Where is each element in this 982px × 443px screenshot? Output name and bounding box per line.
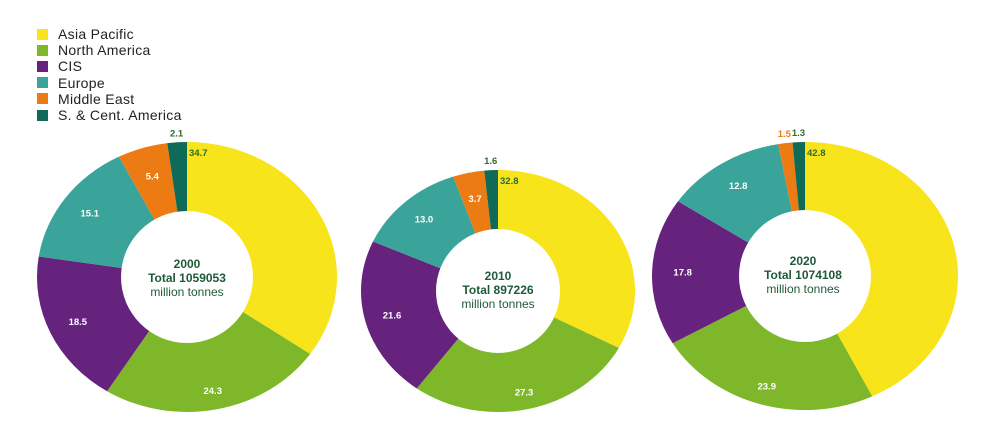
data-label-asia-pacific: 42.8 xyxy=(807,148,826,159)
legend-swatch xyxy=(37,44,48,56)
data-label-europe: 12.8 xyxy=(729,181,748,192)
legend-label: North America xyxy=(58,42,151,59)
legend-swatch xyxy=(37,93,48,105)
data-label-middle-east: 3.7 xyxy=(468,194,481,205)
slice-asia-pacific xyxy=(805,142,958,397)
donut-chart-2010: 32.8 27.3 21.6 13.0 3.7 1.6 2010 Total 897226… xyxy=(361,156,635,412)
center-unit: million tonnes xyxy=(766,282,839,296)
legend-item-asia-pacific: Asia Pacific xyxy=(37,26,182,42)
legend-item-europe: Europe xyxy=(37,75,182,91)
legend-swatch xyxy=(37,60,48,72)
data-label-s-cent-america: 1.6 xyxy=(484,156,497,167)
data-label-north-america: 27.3 xyxy=(515,387,534,398)
legend-swatch xyxy=(37,109,48,121)
center-year: 2020 xyxy=(790,254,817,268)
data-label-s-cent-america: 1.3 xyxy=(792,128,805,139)
data-label-asia-pacific: 32.8 xyxy=(500,176,519,187)
legend-item-middle-east: Middle East xyxy=(37,91,182,107)
center-total: Total 1059053 xyxy=(148,271,226,285)
legend-label: Europe xyxy=(58,74,105,91)
data-label-middle-east: 1.5 xyxy=(778,129,792,140)
data-label-asia-pacific: 34.7 xyxy=(189,148,208,159)
data-label-cis: 21.6 xyxy=(383,311,402,322)
donut-hole xyxy=(121,211,253,343)
data-label-cis: 18.5 xyxy=(69,317,88,328)
legend-item-north-america: North America xyxy=(37,42,182,58)
center-total: Total 1074108 xyxy=(764,268,842,282)
legend-swatch xyxy=(37,77,48,89)
legend-item-s-cent-america: S. & Cent. America xyxy=(37,107,182,123)
data-label-europe: 13.0 xyxy=(415,215,434,226)
data-label-europe: 15.1 xyxy=(81,209,100,220)
donut-chart-2000: 34.7 24.3 18.5 15.1 5.4 2.1 2000 Total 105905… xyxy=(36,128,337,412)
legend-label: S. & Cent. America xyxy=(58,107,182,124)
center-year: 2000 xyxy=(174,257,201,271)
legend-swatch xyxy=(37,28,48,40)
legend-label: Asia Pacific xyxy=(58,26,134,43)
legend-label: CIS xyxy=(58,58,83,75)
data-label-middle-east: 5.4 xyxy=(146,171,160,182)
data-label-north-america: 24.3 xyxy=(203,386,222,397)
legend-item-cis: CIS xyxy=(37,58,182,74)
legend: Asia Pacific North America CIS Europe Mi… xyxy=(37,26,182,123)
center-unit: million tonnes xyxy=(150,285,223,299)
center-unit: million tonnes xyxy=(461,297,534,311)
data-label-s-cent-america: 2.1 xyxy=(170,128,184,139)
data-label-cis: 17.8 xyxy=(673,267,692,278)
slice-asia-pacific xyxy=(187,142,337,355)
center-total: Total 897226 xyxy=(462,283,533,297)
data-label-north-america: 23.9 xyxy=(757,381,776,392)
slice-north-america xyxy=(107,277,311,412)
slice-north-america xyxy=(416,291,619,412)
donut-hole xyxy=(739,210,871,342)
legend-label: Middle East xyxy=(58,90,135,107)
center-year: 2010 xyxy=(485,269,512,283)
donut-hole xyxy=(436,229,560,353)
donut-chart-2020: 42.8 23.9 17.8 12.8 1.5 1.3 2020 Total 107410… xyxy=(652,128,958,410)
slice-cis xyxy=(652,201,805,344)
